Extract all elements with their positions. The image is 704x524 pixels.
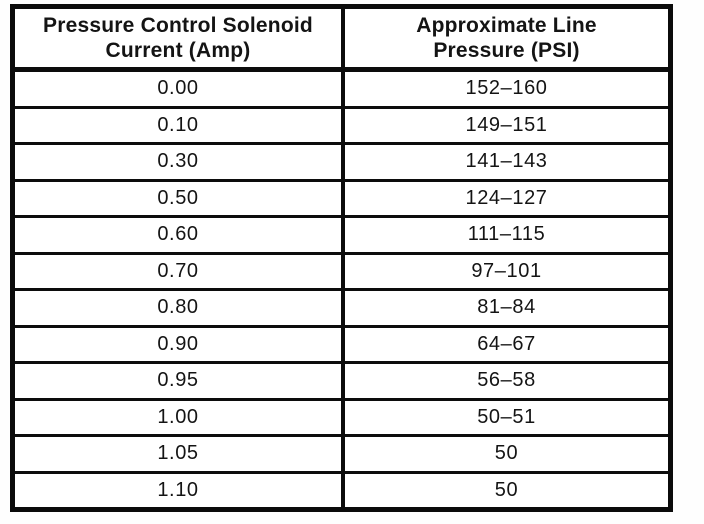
- table-row: 0.10 149–151: [15, 105, 668, 142]
- current-amp-value: 0.00: [15, 72, 345, 106]
- current-amp-value: 0.30: [15, 145, 345, 179]
- table-row: 0.50 124–127: [15, 178, 668, 215]
- header-line-pressure: Approximate Line Pressure (PSI): [345, 9, 668, 67]
- table-row: 0.95 56–58: [15, 361, 668, 398]
- current-amp-value: 0.90: [15, 327, 345, 361]
- header-line-pressure-line1: Approximate Line: [416, 14, 597, 37]
- line-pressure-value: 149–151: [465, 113, 548, 136]
- current-amp-value: 1.00: [15, 400, 345, 434]
- pressure-table: Pressure Control Solenoid Current (Amp) …: [10, 4, 673, 512]
- header-solenoid-current-line2: Current (Amp): [105, 39, 251, 62]
- table-row: 0.70 97–101: [15, 251, 668, 288]
- current-amp-value: 0.10: [15, 108, 345, 142]
- header-solenoid-current: Pressure Control Solenoid Current (Amp): [15, 9, 345, 67]
- table-row: 0.90 64–67: [15, 324, 668, 361]
- line-pressure-value: 152–160: [465, 77, 548, 100]
- line-pressure-value: 81–84: [477, 296, 536, 319]
- current-amp-value: 0.80: [15, 291, 345, 325]
- line-pressure-value: 141–143: [465, 150, 548, 173]
- line-pressure-value: 124–127: [465, 186, 548, 209]
- table-row: 1.05 50: [15, 434, 668, 471]
- current-amp-value: 0.60: [15, 218, 345, 252]
- current-amp-value: 0.70: [15, 254, 345, 288]
- current-amp-value: 1.10: [15, 473, 345, 507]
- table-row: 1.10 50: [15, 470, 668, 507]
- current-amp-value: 1.05: [15, 437, 345, 471]
- table-row: 0.60 111–115: [15, 215, 668, 252]
- current-amp-value: 0.95: [15, 364, 345, 398]
- current-amp-value: 0.50: [15, 181, 345, 215]
- table-row: 0.30 141–143: [15, 142, 668, 179]
- line-pressure-value: 111–115: [467, 223, 546, 246]
- line-pressure-value: 50: [494, 478, 519, 501]
- header-solenoid-current-line1: Pressure Control Solenoid: [43, 14, 313, 37]
- line-pressure-value: 97–101: [471, 259, 542, 282]
- line-pressure-value: 50: [494, 442, 519, 465]
- table-row: 0.80 81–84: [15, 288, 668, 325]
- line-pressure-value: 56–58: [477, 369, 536, 392]
- line-pressure-value: 64–67: [477, 332, 536, 355]
- table-row: 0.00 152–160: [15, 69, 668, 106]
- table-row: 1.00 50–51: [15, 397, 668, 434]
- line-pressure-value: 50–51: [477, 405, 536, 428]
- header-line-pressure-line2: Pressure (PSI): [433, 39, 580, 62]
- table-header-row: Pressure Control Solenoid Current (Amp) …: [15, 9, 668, 69]
